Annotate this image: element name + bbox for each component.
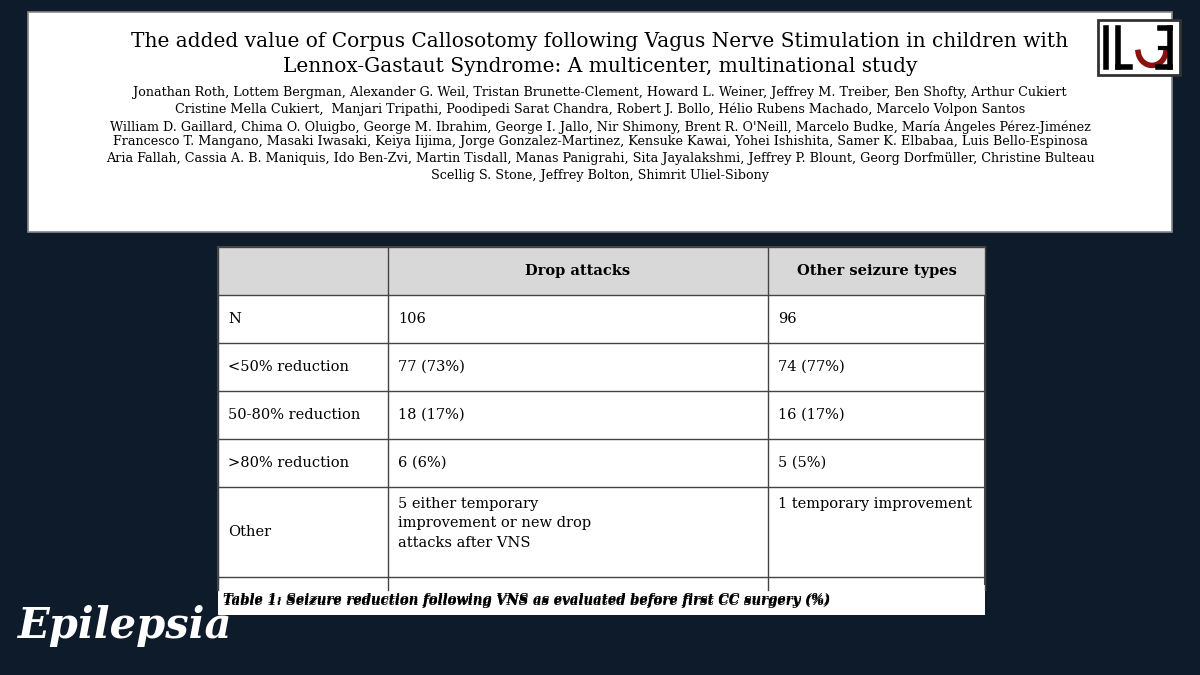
Text: Scellig S. Stone, Jeffrey Bolton, Shimrit Uliel-Sibony: Scellig S. Stone, Jeffrey Bolton, Shimri… <box>431 169 769 182</box>
Text: 6 (6%): 6 (6%) <box>398 456 446 470</box>
Text: William D. Gaillard, Chima O. Oluigbo, George M. Ibrahim, George I. Jallo, Nir S: William D. Gaillard, Chima O. Oluigbo, G… <box>109 119 1091 134</box>
Bar <box>218 247 985 295</box>
Text: Other: Other <box>228 525 271 539</box>
Text: 5 (5%): 5 (5%) <box>778 456 827 470</box>
Text: 50-80% reduction: 50-80% reduction <box>228 408 360 422</box>
Bar <box>218 585 985 615</box>
Bar <box>218 247 985 590</box>
Text: Table 1: Seizure reduction following VNS as evaluated before first CC surgery (%: Table 1: Seizure reduction following VNS… <box>223 595 830 608</box>
Text: 1 temporary improvement: 1 temporary improvement <box>778 497 972 511</box>
Text: >80% reduction: >80% reduction <box>228 456 349 470</box>
Text: Drop attacks: Drop attacks <box>526 264 630 278</box>
Text: Other seizure types: Other seizure types <box>797 264 956 278</box>
Bar <box>1098 20 1180 75</box>
Text: 5 either temporary
improvement or new drop
attacks after VNS: 5 either temporary improvement or new dr… <box>398 497 592 550</box>
Text: Aria Fallah, Cassia A. B. Maniquis, Ido Ben-Zvi, Martin Tisdall, Manas Panigrahi: Aria Fallah, Cassia A. B. Maniquis, Ido … <box>106 152 1094 165</box>
Text: <50% reduction: <50% reduction <box>228 360 349 374</box>
Text: Table 1: Seizure reduction following VNS as evaluated before first CC surgery (%: Table 1: Seizure reduction following VNS… <box>223 593 830 606</box>
Text: Jonathan Roth, Lottem Bergman, Alexander G. Weil, Tristan Brunette-Clement, Howa: Jonathan Roth, Lottem Bergman, Alexander… <box>133 86 1067 99</box>
Text: 16 (17%): 16 (17%) <box>778 408 845 422</box>
Text: 74 (77%): 74 (77%) <box>778 360 845 374</box>
Text: 77 (73%): 77 (73%) <box>398 360 464 374</box>
Text: Lennox-Gastaut Syndrome: A multicenter, multinational study: Lennox-Gastaut Syndrome: A multicenter, … <box>283 57 917 76</box>
Text: Cristine Mella Cukiert,  Manjari Tripathi, Poodipedi Sarat Chandra, Robert J. Bo: Cristine Mella Cukiert, Manjari Tripathi… <box>175 103 1025 116</box>
Text: The added value of Corpus Callosotomy following Vagus Nerve Stimulation in child: The added value of Corpus Callosotomy fo… <box>132 32 1068 51</box>
Text: Francesco T. Mangano, Masaki Iwasaki, Keiya Iijima, Jorge Gonzalez-Martinez, Ken: Francesco T. Mangano, Masaki Iwasaki, Ke… <box>113 136 1087 148</box>
Bar <box>28 12 1172 232</box>
Text: Epilepsia: Epilepsia <box>18 605 233 647</box>
Text: N: N <box>228 312 241 326</box>
Text: 96: 96 <box>778 312 797 326</box>
Text: 106: 106 <box>398 312 426 326</box>
Text: 18 (17%): 18 (17%) <box>398 408 464 422</box>
